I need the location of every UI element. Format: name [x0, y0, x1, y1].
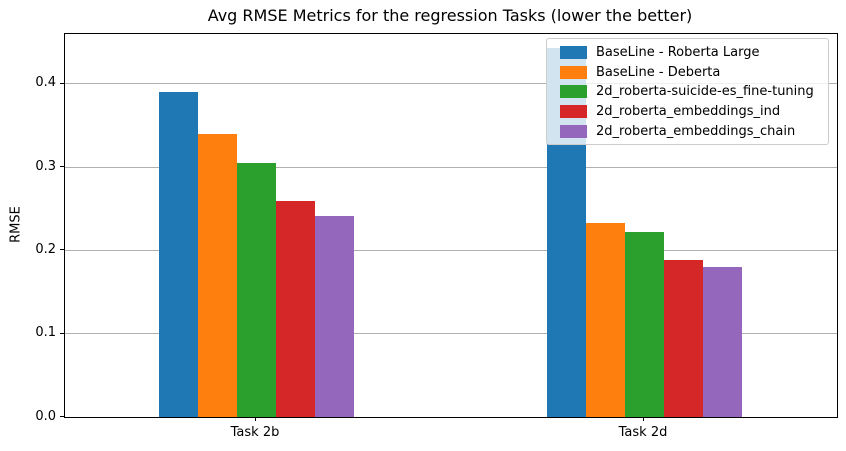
legend-label: BaseLine - Roberta Large [596, 45, 760, 61]
chart-title: Avg RMSE Metrics for the regression Task… [207, 6, 693, 25]
bar-1-task-2b [158, 92, 198, 417]
y-tick-label: 0.3 [35, 158, 56, 174]
legend-label: 2d_roberta-suicide-es_fine-tuning [596, 84, 814, 100]
y-tick-label: 0.0 [35, 408, 56, 424]
y-tick-label: 0.1 [35, 325, 56, 341]
bar-5-task-2b [314, 215, 354, 417]
gridline [65, 83, 837, 85]
legend-swatch [560, 85, 587, 99]
legend-swatch [560, 105, 587, 119]
legend-swatch [560, 65, 587, 79]
bar-4-task-2d [663, 260, 703, 417]
legend-label: 2d_roberta_embeddings_ind [596, 104, 781, 120]
gridline [65, 333, 837, 335]
y-tick-mark [60, 249, 64, 251]
x-tick-mark [643, 417, 644, 421]
y-tick-mark [60, 82, 64, 84]
legend-label: 2d_roberta_embeddings_chain [596, 123, 796, 139]
bar-3-task-2b [236, 163, 276, 417]
gridline [65, 249, 837, 251]
legend-item: 2d_roberta_embeddings_chain [553, 121, 822, 141]
legend-swatch [560, 46, 587, 60]
legend-swatch [560, 124, 587, 138]
gridline [65, 166, 837, 168]
x-tick-label: Task 2d [618, 425, 668, 440]
legend-item: BaseLine - Roberta Large [553, 43, 822, 63]
bar-4-task-2b [275, 200, 315, 417]
y-tick-label: 0.4 [35, 75, 56, 91]
bar-2-task-2d [585, 223, 625, 417]
bar-3-task-2d [624, 232, 664, 417]
legend-item: BaseLine - Deberta [553, 63, 822, 83]
y-tick-mark [60, 332, 64, 334]
x-tick-mark [255, 417, 256, 421]
legend-label: BaseLine - Deberta [596, 64, 721, 80]
y-tick-mark [60, 166, 64, 168]
y-tick-label: 0.2 [35, 241, 56, 257]
y-tick-mark [60, 416, 64, 417]
legend-item: 2d_roberta-suicide-es_fine-tuning [553, 82, 822, 102]
legend: BaseLine - Roberta Large BaseLine - Deber… [546, 38, 829, 145]
bar-5-task-2d [702, 267, 742, 417]
x-tick-label: Task 2b [230, 425, 280, 440]
y-axis-label: RMSE [8, 206, 24, 243]
legend-item: 2d_roberta_embeddings_ind [553, 102, 822, 122]
bar-2-task-2b [197, 133, 237, 417]
